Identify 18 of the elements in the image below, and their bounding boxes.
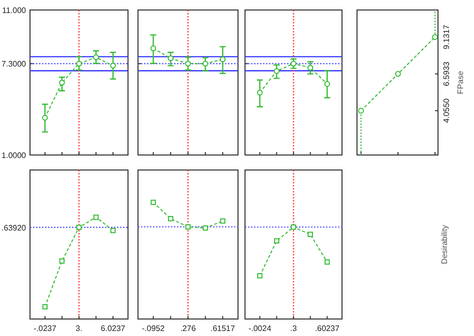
y-axis-title: Desirability [440, 224, 449, 264]
x-tick-label: 6.0237 [100, 324, 126, 333]
x-tick-label: .60237 [314, 324, 340, 333]
text: .63920 [2, 223, 27, 232]
y-tick-label: 4.0550 [442, 98, 451, 123]
x-tick-label: -.0024 [248, 324, 272, 333]
y-tick-label: 1.0000 [2, 151, 27, 160]
y-tick-label: 7.3000 [2, 60, 27, 69]
y-tick-label: 9.1317 [442, 24, 451, 50]
x-tick-label: -.0952 [142, 324, 166, 333]
x-tick-label: .3 [290, 324, 298, 333]
y-tick-label: 11.000 [2, 6, 27, 15]
x-tick-label: .276 [180, 324, 196, 333]
y-axis-title: FPase [456, 70, 465, 94]
y-tick-label: 6.5933 [442, 61, 451, 86]
x-tick-label: .61517 [210, 324, 236, 333]
x-tick-label: 3. [76, 324, 82, 333]
x-tick-label: -.0237 [34, 324, 57, 333]
